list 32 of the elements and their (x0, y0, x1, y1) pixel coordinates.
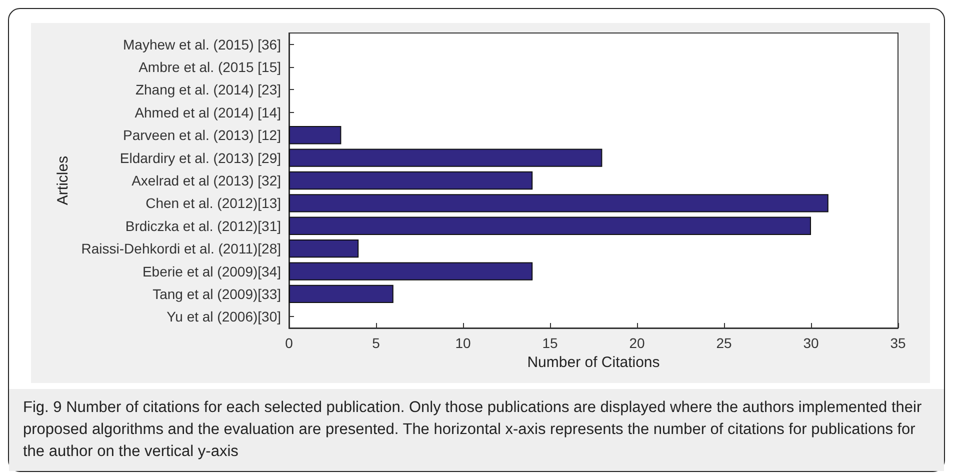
y-tick-label: Chen et al. (2012)[13] (146, 195, 281, 212)
y-tick-label: Ambre et al. (2015 [15] (138, 59, 281, 76)
bar (289, 194, 828, 212)
y-tick-label: Ahmed et al (2014) [14] (134, 104, 281, 120)
x-tick-label: 5 (372, 335, 380, 351)
y-tick-label: Mayhew et al. (2015) [36] (123, 36, 281, 52)
x-tick-label: 35 (890, 335, 906, 351)
x-tick-label: 30 (803, 335, 819, 351)
bar (289, 126, 342, 144)
x-tick-label: 10 (455, 335, 471, 351)
bar (289, 262, 533, 280)
y-tick-label: Zhang et al. (2014) [23] (135, 82, 281, 98)
caption: Fig. 9 Number of citations for each selected publication. Only those publications are displayed where the authors implemented their proposed algorithms and the evaluation are presented. The horizontal x-axis represents the number of citations for publications for the author on the vertical y-axis (23, 398, 923, 462)
bar (289, 216, 811, 235)
y-tick-label: Tang et al (2009)[33] (152, 286, 281, 302)
x-tick-label: 15 (542, 335, 558, 351)
y-tick-label: Axelrad et al (2013) [32] (132, 172, 281, 188)
bar (289, 240, 359, 258)
y-tick-label: Brdiczka et al. (2012)[31] (125, 218, 281, 234)
y-tick-label: Yu et al (2006)[30] (166, 308, 281, 325)
y-tick-label: Raissi-Dehkordi et al. (2011)[28] (81, 240, 281, 257)
bar (289, 171, 533, 190)
x-tick-label: 20 (629, 335, 645, 351)
y-tick-label: Parveen et al. (2013) [12] (123, 127, 281, 144)
x-tick-label: 0 (285, 335, 294, 351)
x-tick-label: 25 (716, 335, 732, 351)
y-axis-title: Articles (54, 156, 72, 206)
bar (289, 148, 602, 167)
bar (289, 284, 394, 304)
y-tick-label: Eldardiry et al. (2013) [29] (120, 150, 281, 166)
x-axis-title: Number of Citations (527, 354, 660, 371)
y-tick-label: Eberie et al (2009)[34] (142, 263, 281, 280)
